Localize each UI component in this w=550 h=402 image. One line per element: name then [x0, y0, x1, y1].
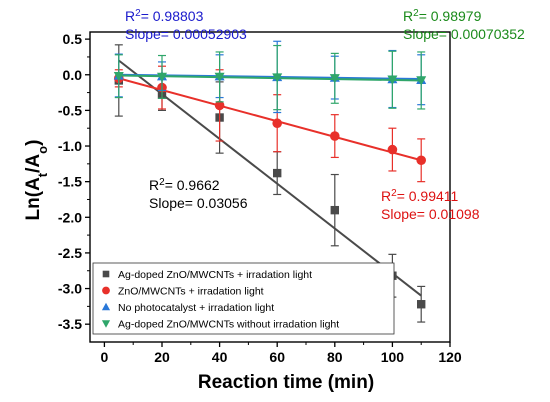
legend-label: ZnO/MWCNTs + irradation light: [118, 286, 264, 298]
y-tick-label: -0.5: [58, 102, 82, 118]
data-point: [214, 72, 225, 83]
data-point: [214, 100, 225, 111]
data-point: [387, 75, 398, 85]
series-2: [114, 65, 427, 183]
data-point: [101, 302, 111, 311]
data-point: [416, 155, 427, 166]
legend-label: Ag-doped ZnO/MWCNTs + irradation light: [118, 269, 312, 281]
y-axis-title: Ln(At/Ao): [23, 140, 50, 221]
data-point: [416, 76, 427, 86]
x-tick-label: 0: [101, 349, 109, 365]
axes: 0 20 40 60 80 100 120 0.5 0.0 -0.5 -1.0 -1.5 -2.0 -2.…: [58, 31, 462, 365]
data-point: [113, 71, 124, 82]
x-axis-title: Reaction time (min): [198, 372, 374, 393]
x-tick-label: 40: [212, 349, 228, 365]
y-tick-label: -1.5: [58, 174, 82, 190]
y-tick-label: 0.5: [63, 31, 83, 47]
annotation-r2: R2= 0.98979: [403, 8, 482, 25]
data-point: [102, 270, 110, 278]
legend-item: Ag-doped ZnO/MWCNTs without irradation l…: [101, 319, 339, 331]
y-tick-label: -2.0: [58, 209, 82, 225]
data-point: [329, 74, 340, 84]
y-tick-label: -2.5: [58, 245, 82, 261]
legend: Ag-doped ZnO/MWCNTs + irradation light Zn…: [92, 262, 395, 335]
fit-line: [118, 74, 422, 82]
legend-item: No photocatalyst + irradation light: [101, 302, 274, 314]
data-point: [417, 300, 426, 309]
data-point: [330, 131, 340, 141]
y-tick-label: -3.5: [58, 316, 82, 332]
annotation-r2: R2= 0.99411: [381, 188, 459, 205]
plot-frame: [89, 31, 451, 343]
x-tick-label: 80: [327, 349, 343, 365]
y-tick-label: -1.0: [58, 138, 82, 154]
legend-item: Ag-doped ZnO/MWCNTs + irradation light: [102, 269, 312, 281]
series-layer: [113, 40, 427, 323]
data-point: [101, 320, 111, 328]
data-point: [387, 144, 398, 155]
series-4: [113, 44, 427, 111]
annotation-r2: R2= 0.9662: [149, 177, 220, 194]
annotation-slope: Slope= 0.01098: [381, 206, 480, 222]
legend-box: [92, 262, 395, 335]
data-point: [272, 118, 283, 129]
data-point: [273, 168, 282, 178]
data-point: [102, 286, 110, 295]
annotation-r2: R2= 0.98803: [125, 8, 204, 25]
annotation-slope: Slope= 0.03056: [149, 195, 248, 211]
legend-label: Ag-doped ZnO/MWCNTs without irradation l…: [118, 319, 339, 331]
x-tick-label: 100: [381, 349, 405, 365]
y-tick-label: -3.0: [58, 281, 82, 297]
data-point: [330, 205, 339, 215]
x-tick-label: 20: [154, 349, 170, 365]
legend-label: No photocatalyst + irradation light: [118, 302, 274, 314]
x-tick-label: 60: [269, 349, 285, 365]
fit-line: [118, 59, 422, 297]
annotation-slope: Slope= 0.00052903: [125, 26, 247, 42]
data-point: [272, 73, 283, 83]
legend-item: ZnO/MWCNTs + irradation light: [102, 286, 264, 298]
x-tick-label: 120: [438, 349, 462, 365]
y-tick-label: 0.0: [63, 67, 83, 83]
data-point: [157, 72, 167, 83]
annotation-slope: Slope= 0.00070352: [403, 26, 525, 42]
fit-line: [118, 77, 422, 162]
